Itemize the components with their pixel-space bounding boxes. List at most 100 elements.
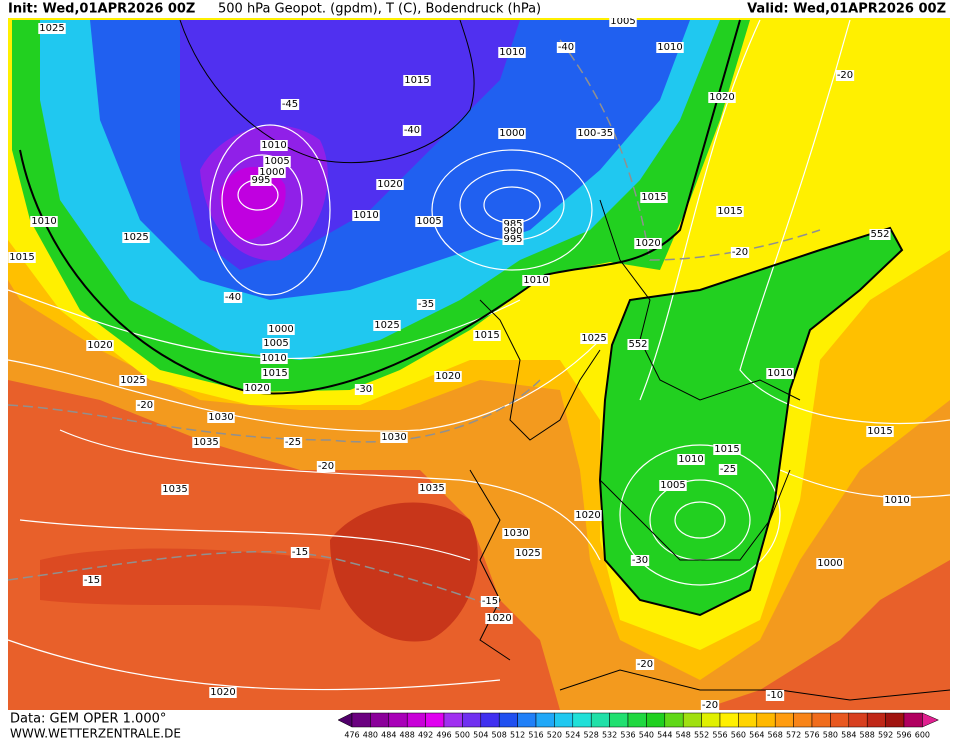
contour-label: -20: [837, 70, 853, 81]
colorbar-label: 572: [786, 731, 801, 740]
contour-label-box: [267, 324, 295, 335]
contour-label-box: [380, 432, 408, 443]
contour-label: 1010: [884, 495, 909, 506]
contour-label-box: [261, 368, 289, 379]
contour-label-box: [635, 659, 655, 670]
contour-label-box: [498, 47, 526, 58]
contour-label-box: [677, 454, 705, 465]
colorbar-label: 584: [841, 731, 856, 740]
contour-label-box: [283, 437, 303, 448]
contour-label: 1010: [261, 353, 286, 364]
colorbar-label: 588: [860, 731, 875, 740]
contour-label-box: [634, 238, 662, 249]
contour-label: 1005: [264, 156, 289, 167]
colorbar-label: 576: [804, 731, 819, 740]
contour-label: 1000: [817, 558, 842, 569]
colorbar-swatch: [425, 712, 445, 728]
contour-label-box: [82, 575, 102, 586]
contour-label: 1010: [353, 210, 378, 221]
contour-label-box: [730, 247, 750, 258]
contour-label-box: [700, 700, 720, 711]
contour-label-box: [627, 339, 649, 350]
contour-label-box: [556, 42, 576, 53]
colorbar-label: 504: [473, 731, 488, 740]
contour-label-box: [576, 128, 604, 139]
552-contour: [19, 19, 741, 395]
contour-label-box: [574, 510, 602, 521]
contour-label-box: [260, 353, 288, 364]
colorbar-label: 500: [455, 731, 470, 740]
colorbar-label: 532: [602, 731, 617, 740]
contour-label-box: [630, 555, 650, 566]
colorbar-swatch: [774, 712, 794, 728]
colorbar-swatch: [406, 712, 426, 728]
colorbar-label: 600: [915, 731, 930, 740]
contour-label-box: [473, 330, 501, 341]
contour-label: 1025: [374, 320, 399, 331]
colorbar-swatch: [590, 712, 610, 728]
contour-label: 1020: [244, 383, 269, 394]
contour-label-box: [514, 548, 542, 559]
contour-label: -10: [767, 690, 783, 701]
contour-label-box: [316, 461, 336, 472]
colorbar-arrow: [922, 712, 940, 728]
contour-label: 1015: [9, 252, 34, 263]
init-time: Init: Wed,01APR2026 00Z: [8, 2, 195, 17]
colorbar-swatch: [885, 712, 905, 728]
valid-time: Valid: Wed,01APR2026 00Z: [747, 2, 946, 17]
contour-label-box: [373, 320, 401, 331]
contour-label: 995: [251, 175, 270, 186]
colorbar-swatch: [535, 712, 555, 728]
colorbar-label: 484: [381, 731, 396, 740]
contour-label: 1000: [259, 167, 284, 178]
contour-label: 1015: [867, 426, 892, 437]
contour-label-box: [354, 384, 374, 395]
map-title: 500 hPa Geopot. (gpdm), T (C), Bodendruc…: [218, 2, 541, 17]
colorbar-label: 540: [639, 731, 654, 740]
contour-label-box: [280, 99, 300, 110]
contour-label: 552: [870, 229, 889, 240]
contour-label: 1025: [39, 23, 64, 34]
colorbar-label: 580: [823, 731, 838, 740]
colorbar-swatch: [370, 712, 390, 728]
contour-label-box: [258, 167, 286, 178]
contour-label-box: [883, 495, 911, 506]
colorbar-label: 596: [896, 731, 911, 740]
contour-label: 1005: [416, 216, 441, 227]
contour-label-box: [119, 375, 147, 386]
contour-label-box: [135, 400, 155, 411]
contour-label: 1010: [499, 47, 524, 58]
colorbar-swatch: [719, 712, 739, 728]
contour-label: 1010: [767, 368, 792, 379]
contour-label: 1025: [515, 548, 540, 559]
contour-label: 1005: [577, 128, 602, 139]
colorbar-label: 556: [712, 731, 727, 740]
contour-label: -35: [418, 299, 434, 310]
colorbar-label: 508: [492, 731, 507, 740]
contour-label: 1010: [31, 216, 56, 227]
contour-label-box: [434, 371, 462, 382]
warm-core: [330, 502, 478, 642]
contour-label-box: [263, 156, 291, 167]
contour-label-box: [209, 687, 237, 698]
contour-label: 1030: [381, 432, 406, 443]
contour-label: -40: [225, 292, 241, 303]
colorbar-swatch: [701, 712, 721, 728]
contour-label: -20: [637, 659, 653, 670]
contour-label-box: [376, 179, 404, 190]
contour-label: 1010: [657, 42, 682, 53]
contour-label-box: [659, 480, 687, 491]
colorbar-label: 560: [731, 731, 746, 740]
contour-label-box: [161, 484, 189, 495]
data-source: Data: GEM OPER 1.000°: [10, 712, 166, 727]
contour-label: 1000: [499, 128, 524, 139]
colorbar-swatch: [646, 712, 666, 728]
contour-label: 1035: [419, 483, 444, 494]
contour-label-box: [30, 216, 58, 227]
contour-label: -30: [632, 555, 648, 566]
contour-label-box: [656, 42, 684, 53]
contour-label: 1020: [486, 613, 511, 624]
contour-label-box: [250, 175, 272, 186]
contour-label-box: [243, 383, 271, 394]
